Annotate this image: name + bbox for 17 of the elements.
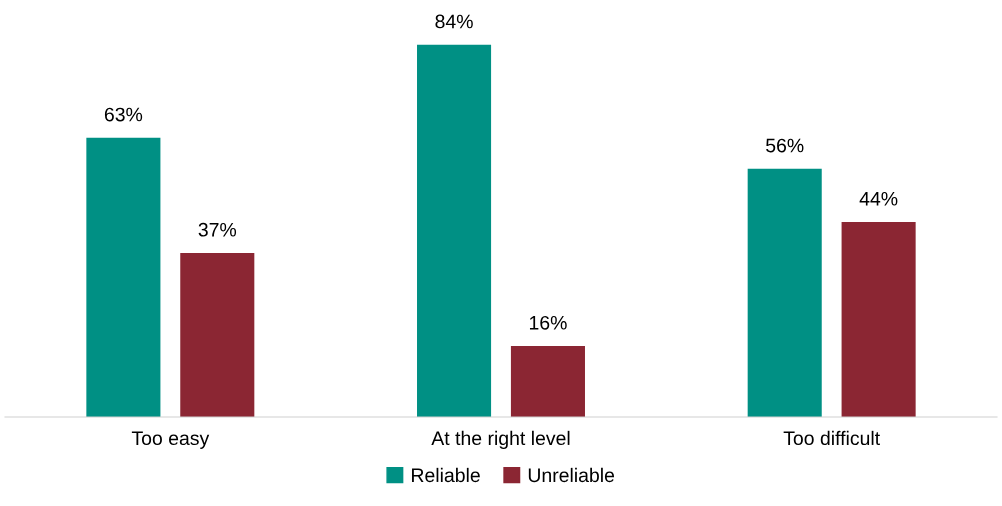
bar (417, 44, 492, 417)
data-label: 44% (859, 191, 898, 206)
x-tick-label: Too easy (131, 431, 210, 449)
bar (86, 137, 161, 417)
bar (747, 168, 822, 417)
legend-label: Reliable (412, 467, 480, 483)
x-tick-label: Too difficult (783, 430, 880, 446)
data-label: 56% (766, 138, 804, 153)
bar (180, 252, 255, 417)
x-tick-label: At the right level (431, 430, 570, 449)
data-label: 84% (435, 14, 473, 29)
legend-label: Unreliable (528, 467, 615, 483)
bar (510, 346, 585, 417)
data-label: 37% (198, 222, 237, 237)
data-label: 16% (529, 315, 567, 330)
bar (841, 221, 916, 417)
data-label: 63% (104, 107, 143, 122)
